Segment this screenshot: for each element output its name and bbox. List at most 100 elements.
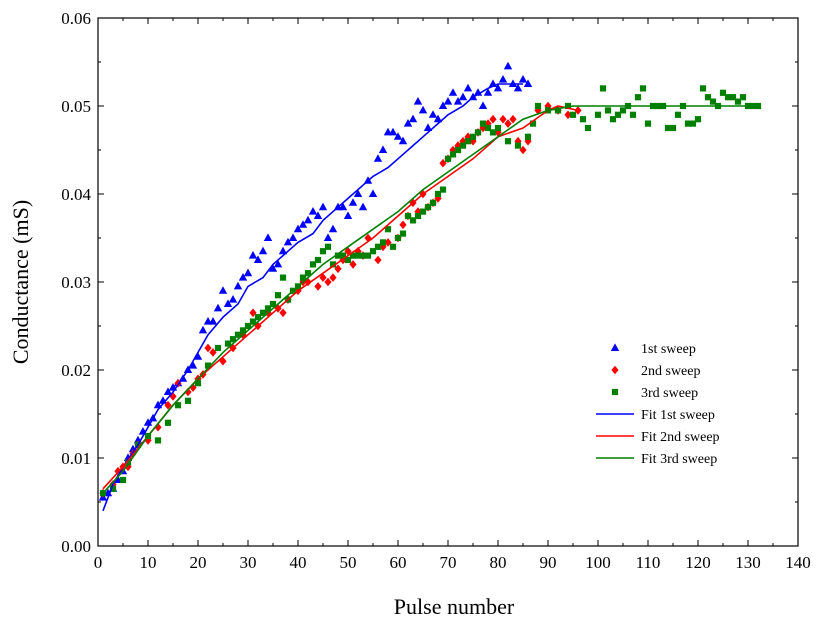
y-tick-label: 0.04 [61, 185, 91, 204]
data-point [704, 94, 712, 101]
data-point [474, 129, 482, 136]
fit-line [102, 83, 523, 512]
data-point [279, 308, 287, 318]
data-point [164, 419, 172, 426]
data-point [293, 224, 303, 233]
data-point [428, 110, 438, 118]
data-point [429, 199, 437, 206]
legend-item: 1st sweep [610, 342, 696, 357]
data-point [273, 259, 283, 268]
data-point [314, 282, 322, 291]
x-tick-label: 100 [585, 553, 611, 572]
data-point [448, 88, 458, 96]
y-tick-label: 0.00 [61, 537, 91, 556]
data-point [244, 322, 252, 330]
data-point [493, 83, 503, 92]
data-point [259, 309, 267, 316]
data-point [274, 292, 282, 299]
data-point [644, 120, 652, 127]
y-tick-label: 0.02 [61, 361, 91, 380]
data-point [413, 97, 423, 105]
data-point [514, 136, 522, 146]
data-point [403, 119, 413, 127]
data-point [519, 145, 527, 155]
data-point [218, 286, 228, 294]
data-point [308, 207, 318, 215]
data-point [249, 308, 257, 318]
data-point [404, 212, 412, 220]
plot-area [98, 61, 762, 512]
data-point [569, 111, 577, 118]
data-point [669, 124, 677, 132]
series-6 [102, 105, 758, 494]
legend-label: 3rd sweep [641, 386, 698, 401]
data-point [208, 317, 218, 325]
data-point [439, 158, 447, 168]
data-point [229, 336, 237, 343]
data-point [388, 127, 398, 136]
data-point [264, 305, 272, 312]
x-tick-label: 40 [290, 553, 307, 572]
data-point [399, 230, 407, 237]
x-tick-label: 0 [94, 553, 103, 572]
data-point [344, 246, 352, 256]
data-point [438, 101, 448, 109]
data-point [699, 85, 707, 92]
data-point [349, 252, 357, 259]
data-point [389, 243, 397, 250]
data-point [309, 261, 317, 268]
axes: 0 10 20 30 40 50 60 70 80 90 100 110 120 130 140 0.00 0.… [61, 9, 811, 572]
data-point [674, 111, 682, 118]
data-point [174, 378, 182, 388]
data-point [263, 233, 273, 241]
data-point [164, 400, 172, 410]
data-point [398, 136, 408, 145]
y-tick-label: 0.03 [61, 273, 91, 292]
data-point [209, 348, 217, 357]
data-point [463, 83, 473, 92]
legend-marker [611, 388, 619, 396]
data-point [409, 217, 417, 224]
data-point [694, 116, 702, 123]
data-point [459, 142, 467, 149]
data-point [228, 295, 238, 303]
y-tick-label: 0.01 [61, 449, 91, 468]
x-tick-label: 110 [636, 553, 661, 572]
x-tick-label: 60 [390, 553, 407, 572]
legend-label: Fit 2nd sweep [641, 430, 720, 445]
data-point [213, 303, 223, 312]
series-1 [98, 61, 533, 501]
legend-label: 1st sweep [641, 342, 696, 357]
data-point [534, 102, 542, 110]
data-point [359, 252, 367, 259]
legend-item: Fit 3rd sweep [596, 452, 717, 467]
legend-label: 2nd sweep [641, 364, 701, 379]
data-point [364, 252, 372, 259]
data-point [719, 89, 727, 96]
legend-label: Fit 3rd sweep [641, 452, 717, 467]
data-point [154, 422, 162, 432]
x-tick-label: 20 [190, 553, 207, 572]
data-point [619, 107, 627, 114]
data-point [684, 120, 692, 127]
x-tick-label: 70 [440, 553, 457, 572]
data-point [174, 402, 182, 409]
data-point [433, 114, 443, 123]
data-point [614, 111, 622, 118]
data-point [729, 94, 737, 101]
legend-label: Fit 1st sweep [641, 408, 715, 423]
data-point [328, 224, 338, 233]
data-point [349, 260, 357, 269]
data-point [513, 83, 523, 92]
data-point [479, 120, 487, 127]
data-point [354, 252, 362, 259]
data-point [313, 211, 323, 219]
legend-item: Fit 1st sweep [596, 408, 715, 423]
data-point [163, 387, 173, 395]
data-point [119, 476, 127, 484]
data-point [498, 75, 508, 83]
legend-marker [610, 343, 620, 351]
data-point [279, 274, 287, 281]
data-point [709, 98, 717, 105]
data-point [444, 155, 452, 162]
